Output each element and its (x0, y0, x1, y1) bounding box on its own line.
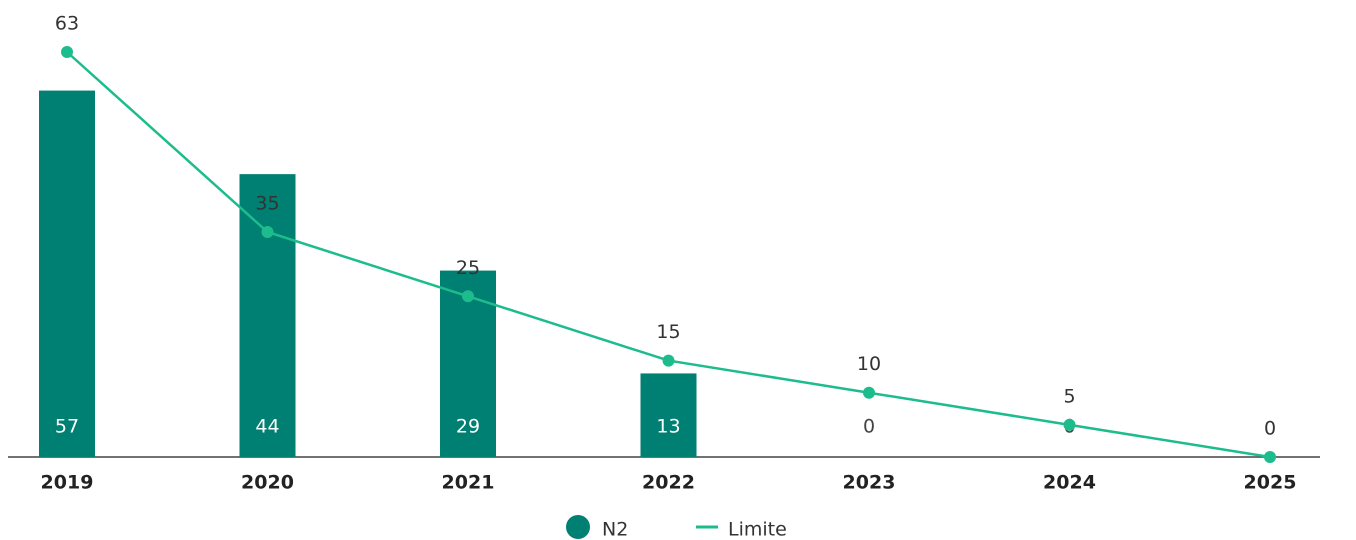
bar (239, 174, 296, 457)
bar-value-label: 44 (255, 416, 279, 438)
x-tick-label: 2019 (41, 472, 94, 494)
line-point (261, 226, 274, 238)
line-value-label: 15 (656, 321, 680, 343)
x-tick-label: 2021 (442, 472, 495, 494)
legend-swatch (566, 515, 590, 539)
line-value-label: 35 (255, 193, 279, 215)
line-point (61, 46, 73, 58)
x-tick-label: 2024 (1043, 472, 1096, 494)
line-value-label: 10 (857, 353, 881, 375)
x-tick-label: 2022 (642, 472, 695, 494)
bar (39, 90, 95, 458)
bar-value-label: 13 (656, 416, 680, 438)
legend-label: N2 (602, 519, 628, 540)
bar-value-label: 57 (55, 416, 79, 438)
line-point (1264, 451, 1276, 463)
x-tick-label: 2023 (843, 472, 896, 494)
bar (640, 373, 697, 457)
line-point (462, 290, 474, 303)
bar-value-label: 29 (456, 416, 480, 438)
line-value-label: 0 (1264, 418, 1276, 440)
line-point (1063, 418, 1076, 431)
x-tick-label: 2025 (1244, 472, 1297, 494)
line-value-label: 5 (1063, 385, 1075, 407)
x-tick-label: 2020 (241, 472, 294, 494)
line-point (863, 386, 875, 399)
line-value-label: 63 (55, 13, 79, 35)
line-point (662, 354, 675, 367)
bar-value-label: 0 (863, 416, 875, 438)
line-value-label: 25 (456, 257, 480, 279)
legend-label: Limite (728, 519, 787, 540)
